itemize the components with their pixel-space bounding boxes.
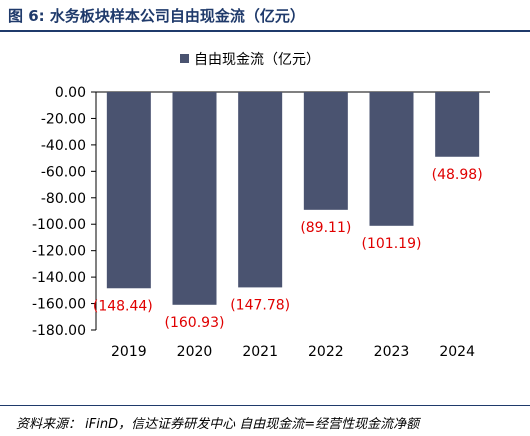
y-tick-label: -60.00 (41, 164, 86, 180)
y-tick-label: -20.00 (41, 111, 86, 127)
y-tick-label: -40.00 (41, 138, 86, 154)
data-labels: (148.44) (160.93) (147.78) (89.11) (101.19) (… (93, 167, 483, 331)
bar (369, 92, 414, 226)
x-tick-label: 2022 (308, 344, 344, 360)
bar (435, 92, 480, 157)
x-axis-labels: 2019 2020 2021 2022 2023 2024 (111, 344, 475, 360)
legend: 自由现金流（亿元） (180, 52, 320, 68)
source-note: 资料来源： iFinD，信达证券研发中心 自由现金流=经营性现金流净额 (16, 417, 420, 432)
legend-swatch (180, 54, 189, 63)
bar-chart: 自由现金流（亿元） 0.00 -20.00 -40.00 -60.00 -80.00 -1… (32, 52, 490, 360)
y-tick-label: -80.00 (41, 191, 86, 207)
y-tick-label: 0.00 (55, 85, 86, 101)
title-bar: 图 6: 水务板块样本公司自由现金流（亿元） (0, 0, 530, 32)
source-bar: 资料来源： iFinD，信达证券研发中心 自由现金流=经营性现金流净额 (0, 405, 530, 436)
y-tick-label: -140.00 (32, 270, 86, 286)
x-tick-label: 2023 (374, 344, 410, 360)
x-tick-label: 2020 (177, 344, 213, 360)
bar (172, 92, 217, 305)
x-tick-label: 2019 (111, 344, 147, 360)
y-tick-label: -180.00 (32, 323, 86, 339)
data-label: (48.98) (432, 167, 483, 183)
x-tick-label: 2021 (242, 344, 278, 360)
figure-title: 图 6: 水务板块样本公司自由现金流（亿元） (8, 7, 305, 25)
bar (238, 92, 283, 288)
data-label: (160.93) (165, 315, 225, 331)
x-tick-label: 2024 (439, 344, 475, 360)
data-label: (148.44) (93, 298, 153, 314)
y-tick-label: -160.00 (32, 297, 86, 313)
data-label: (147.78) (230, 297, 290, 313)
data-label: (89.11) (300, 220, 351, 236)
bar (303, 92, 348, 210)
legend-label: 自由现金流（亿元） (194, 52, 320, 68)
bar (106, 92, 151, 289)
bars (106, 92, 480, 305)
y-tick-label: -100.00 (32, 217, 86, 233)
y-axis: 0.00 -20.00 -40.00 -60.00 -80.00 -100.00 -120.… (32, 85, 490, 339)
y-tick-label: -120.00 (32, 244, 86, 260)
data-label: (101.19) (362, 236, 422, 252)
